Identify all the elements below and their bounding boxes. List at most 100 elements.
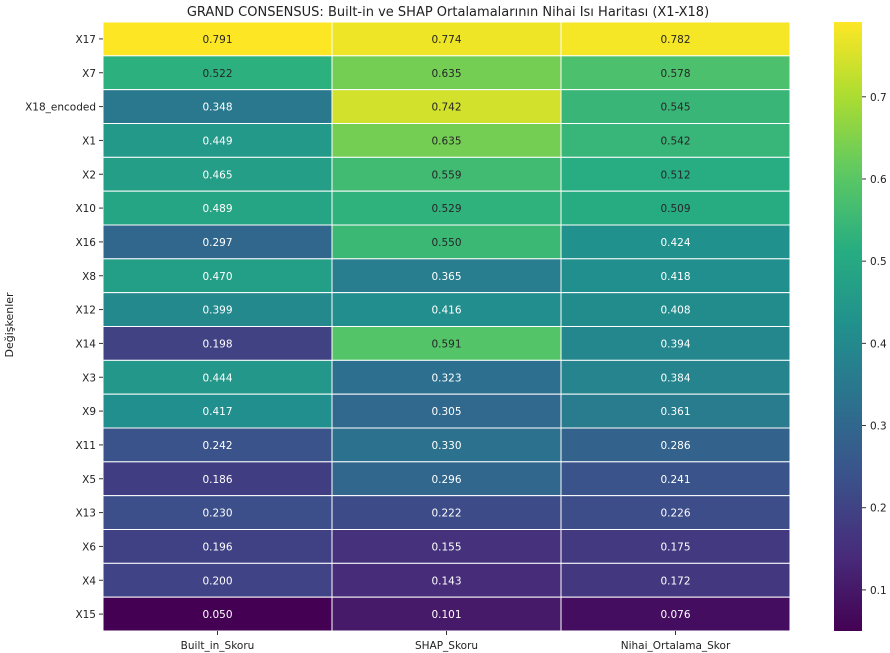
colorbar-gradient xyxy=(834,22,862,631)
y-axis-label: Değişkenler xyxy=(3,292,16,358)
cell-value-label: 0.365 xyxy=(431,271,461,283)
cell-value-label: 0.172 xyxy=(660,575,690,587)
heatmap-cell xyxy=(102,427,333,463)
row-tick-label: X3 xyxy=(82,372,96,384)
cell-value-label: 0.361 xyxy=(660,406,690,418)
heatmap-cell xyxy=(102,562,333,598)
column-tick-label: Built_in_Skoru xyxy=(181,640,255,652)
heatmap-cell xyxy=(560,123,791,158)
cell-value-label: 0.489 xyxy=(202,203,232,215)
cell-value-label: 0.323 xyxy=(431,372,461,384)
column-tick-label: SHAP_Skoru xyxy=(415,640,478,652)
row-tick-label: X17 xyxy=(75,34,96,46)
heatmap-cell xyxy=(560,359,791,395)
cell-value-label: 0.782 xyxy=(660,34,690,46)
heatmap-cell xyxy=(331,326,562,361)
cell-value-label: 0.348 xyxy=(202,102,232,114)
cell-value-label: 0.286 xyxy=(660,440,690,452)
heatmap-cell xyxy=(560,529,791,564)
heatmap-cell xyxy=(102,21,333,57)
cell-value-label: 0.155 xyxy=(431,541,461,553)
cell-value-label: 0.559 xyxy=(431,169,461,181)
heatmap-cell xyxy=(560,393,791,429)
cell-value-label: 0.424 xyxy=(660,237,690,249)
cell-value-label: 0.470 xyxy=(202,271,232,283)
heatmap-cell xyxy=(102,461,333,497)
heatmap-cell xyxy=(560,326,791,361)
cell-value-label: 0.226 xyxy=(660,508,690,520)
heatmap-cell xyxy=(560,461,791,497)
heatmap-cell xyxy=(331,596,562,632)
cell-value-label: 0.186 xyxy=(202,474,232,486)
cell-value-label: 0.591 xyxy=(431,338,461,350)
heatmap-cell xyxy=(560,427,791,463)
cell-value-label: 0.522 xyxy=(202,68,232,80)
heatmap-cell xyxy=(560,495,791,530)
cell-value-label: 0.200 xyxy=(202,575,232,587)
row-tick-label: X9 xyxy=(82,406,96,418)
heatmap-cell xyxy=(331,190,562,226)
heatmap-cell xyxy=(331,529,562,564)
cell-value-label: 0.449 xyxy=(202,135,232,147)
colorbar-tick-label: 0.7 xyxy=(870,92,887,104)
heatmap-cell xyxy=(102,224,333,260)
cell-value-label: 0.774 xyxy=(431,34,461,46)
heatmap-cell xyxy=(560,55,791,91)
row-tick-label: X2 xyxy=(82,169,96,181)
cell-value-label: 0.465 xyxy=(202,169,232,181)
cell-value-label: 0.296 xyxy=(431,474,461,486)
row-tick-label: X14 xyxy=(75,338,96,350)
heatmap-cell xyxy=(560,562,791,598)
cell-value-label: 0.742 xyxy=(431,102,461,114)
cell-value-label: 0.101 xyxy=(431,609,461,621)
cell-value-label: 0.399 xyxy=(202,305,232,317)
cell-value-label: 0.578 xyxy=(660,68,690,80)
row-tick-label: X1 xyxy=(82,135,96,147)
row-tick-labels: X17 X7 X18_encoded X1 X2 X10 X16 X8 X12 X14 X3 X9 X1… xyxy=(25,34,103,621)
row-tick-label: X7 xyxy=(82,68,96,80)
cell-value-label: 0.635 xyxy=(431,135,461,147)
cell-value-label: 0.444 xyxy=(202,372,232,384)
heatmap-cell xyxy=(102,495,333,530)
cell-value-label: 0.384 xyxy=(660,372,690,384)
heatmap-cell xyxy=(331,89,562,124)
cell-value-label: 0.230 xyxy=(202,508,232,520)
cell-value-label: 0.545 xyxy=(660,102,690,114)
colorbar-tick-label: 0.3 xyxy=(870,421,887,433)
row-tick-label: X5 xyxy=(82,474,96,486)
heatmap-cell xyxy=(331,562,562,598)
cell-value-label: 0.241 xyxy=(660,474,690,486)
row-tick-label: X16 xyxy=(75,237,96,249)
heatmap-cell xyxy=(331,21,562,57)
colorbar: 0.1 0.2 0.3 0.4 0.5 0.6 0.7 xyxy=(834,22,887,631)
chart-title: GRAND CONSENSUS: Built-in ve SHAP Ortala… xyxy=(187,5,709,20)
cell-value-label: 0.416 xyxy=(431,305,461,317)
cell-value-label: 0.509 xyxy=(660,203,690,215)
heatmap-cells: 0.791 0.774 0.782 0.522 0.635 0.578 0.348 0.742… xyxy=(102,21,791,632)
cell-value-label: 0.297 xyxy=(202,237,232,249)
cell-value-label: 0.222 xyxy=(431,508,461,520)
cell-value-label: 0.529 xyxy=(431,203,461,215)
cell-value-label: 0.175 xyxy=(660,541,690,553)
cell-value-label: 0.635 xyxy=(431,68,461,80)
row-tick-label: X11 xyxy=(75,440,96,452)
colorbar-tick-label: 0.1 xyxy=(870,585,887,597)
cell-value-label: 0.394 xyxy=(660,338,690,350)
heatmap-cell xyxy=(102,123,333,158)
cell-value-label: 0.542 xyxy=(660,135,690,147)
heatmap-cell xyxy=(102,292,333,327)
heatmap-cell xyxy=(560,190,791,226)
column-tick-labels: Built_in_Skoru SHAP_Skoru Nihai_Ortalama_S… xyxy=(181,631,731,652)
heatmap-cell xyxy=(560,596,791,632)
heatmap-cell xyxy=(102,258,333,294)
heatmap-cell xyxy=(331,224,562,260)
row-tick-label: X6 xyxy=(82,541,96,553)
heatmap-cell xyxy=(102,529,333,564)
cell-value-label: 0.242 xyxy=(202,440,232,452)
colorbar-tick-label: 0.5 xyxy=(870,256,887,268)
row-tick-label: X8 xyxy=(82,271,96,283)
cell-value-label: 0.330 xyxy=(431,440,461,452)
heatmap-cell xyxy=(560,224,791,260)
heatmap-cell xyxy=(331,258,562,294)
column-tick-label: Nihai_Ortalama_Skor xyxy=(621,640,731,652)
